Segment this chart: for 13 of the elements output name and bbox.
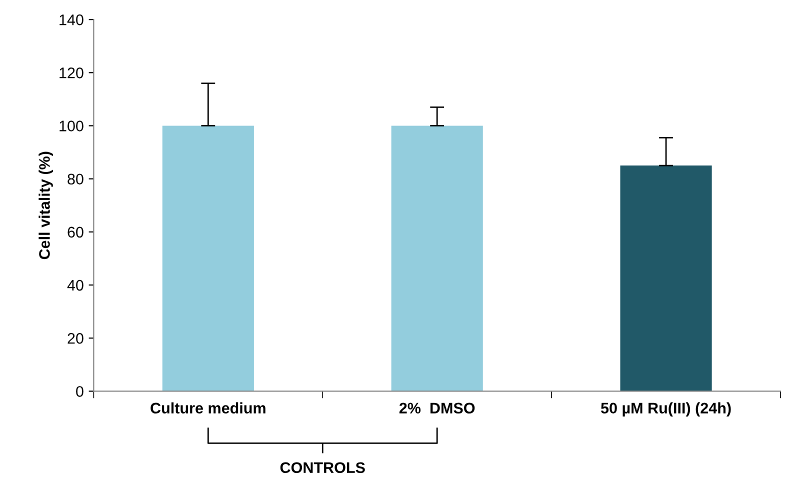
- y-tick-label: 100: [60, 120, 84, 132]
- y-tick-label: 20: [68, 332, 84, 344]
- y-tick-label: 0: [76, 386, 84, 397]
- y-axis-title: Cell vitality (%): [38, 152, 53, 260]
- y-tick-label: 140: [60, 14, 84, 26]
- y-tick-label: 60: [68, 226, 84, 238]
- x-tick-label: Culture medium: [150, 402, 266, 414]
- y-tick-label: 40: [67, 280, 84, 291]
- y-tick-label: 120: [60, 68, 84, 78]
- x-tick-label: 50 µM Ru(III) (24h): [600, 402, 731, 417]
- x-tick-label: 2% DMSO: [399, 402, 475, 414]
- text: CONTROLS: [280, 462, 365, 474]
- y-tick-label: 80: [68, 174, 84, 185]
